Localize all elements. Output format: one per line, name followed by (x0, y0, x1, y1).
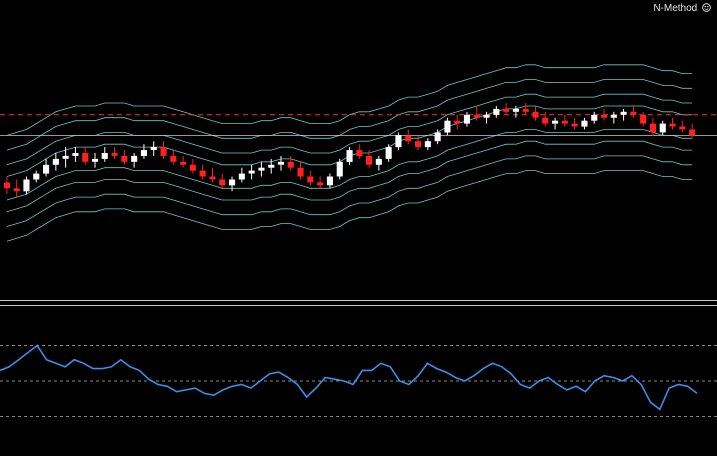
bull-candle (101, 153, 108, 159)
bull-candle (326, 176, 333, 186)
bull-candle (620, 111, 627, 115)
bear-candle (3, 182, 10, 189)
bear-candle (356, 150, 363, 156)
bear-candle (13, 188, 20, 192)
bull-candle (229, 179, 236, 186)
bear-candle (209, 176, 216, 180)
bear-candle (189, 164, 196, 171)
bull-candle (424, 141, 431, 148)
upper-band-3 (6, 79, 693, 151)
bear-candle (297, 167, 304, 177)
smiley-face-icon (702, 3, 711, 12)
bear-candle (121, 155, 128, 162)
bull-candle (336, 161, 343, 177)
bear-candle (679, 126, 686, 130)
bull-candle (140, 150, 147, 156)
bear-candle (571, 123, 578, 127)
bear-candle (473, 114, 480, 118)
oscillator-line (0, 344, 698, 411)
bear-candle (287, 161, 294, 168)
bull-candle (395, 135, 402, 148)
bear-candle (82, 153, 89, 162)
bear-candle (317, 182, 324, 186)
bear-candle (307, 176, 314, 183)
bull-candle (434, 132, 441, 142)
envelope-bands (6, 64, 693, 242)
price-chart[interactable] (0, 0, 717, 300)
bear-candle (542, 117, 549, 124)
bull-candle (268, 164, 275, 168)
bull-candle (444, 120, 451, 133)
bull-candle (62, 155, 69, 159)
lower-band-3 (6, 155, 693, 227)
bear-candle (503, 108, 510, 112)
bull-candle (92, 158, 99, 162)
bull-candle (238, 173, 245, 180)
bear-candle (160, 147, 167, 156)
bull-candle (33, 173, 40, 180)
bull-candle (385, 147, 392, 159)
bear-candle (649, 123, 656, 133)
bull-candle (512, 108, 519, 112)
bear-candle (405, 135, 412, 142)
bull-candle (591, 114, 598, 121)
bull-candle (463, 114, 470, 124)
bull-candle (52, 158, 59, 165)
bear-candle (561, 120, 568, 124)
lower-band-4 (6, 170, 693, 242)
bull-candle (610, 114, 617, 118)
bull-candle (23, 179, 30, 192)
bull-candle (72, 153, 79, 156)
candles (3, 103, 696, 198)
bull-candle (581, 120, 588, 127)
bull-candle (552, 120, 559, 124)
bear-candle (454, 120, 461, 124)
bear-candle (532, 111, 539, 118)
lower-band-1 (6, 129, 693, 201)
bear-candle (219, 179, 226, 186)
bear-candle (522, 108, 529, 112)
oscillator-chart[interactable] (0, 306, 717, 456)
upper-band-1 (6, 105, 693, 177)
bull-candle (277, 161, 284, 165)
bull-candle (483, 114, 490, 118)
bear-candle (415, 141, 422, 148)
bull-candle (493, 108, 500, 115)
bull-candle (659, 123, 666, 133)
lower-band-2 (6, 140, 693, 213)
bull-candle (131, 155, 138, 162)
indicator-label: N-Method (653, 3, 711, 15)
bear-candle (601, 114, 608, 118)
pane-separator[interactable] (0, 300, 717, 306)
bull-candle (375, 158, 382, 165)
bear-candle (111, 153, 118, 156)
bull-candle (150, 147, 157, 150)
bull-candle (258, 167, 265, 171)
bear-candle (689, 129, 696, 136)
bull-candle (248, 170, 255, 174)
bull-candle (43, 164, 50, 174)
upper-band-2 (6, 93, 693, 166)
bear-candle (630, 111, 637, 115)
bear-candle (199, 170, 206, 177)
bull-candle (346, 150, 353, 162)
bear-candle (180, 161, 187, 165)
bear-candle (640, 114, 647, 124)
upper-band-4 (6, 64, 693, 136)
bear-candle (170, 155, 177, 162)
indicator-name-text: N-Method (653, 3, 698, 14)
bear-candle (366, 155, 373, 165)
bear-candle (669, 123, 676, 127)
